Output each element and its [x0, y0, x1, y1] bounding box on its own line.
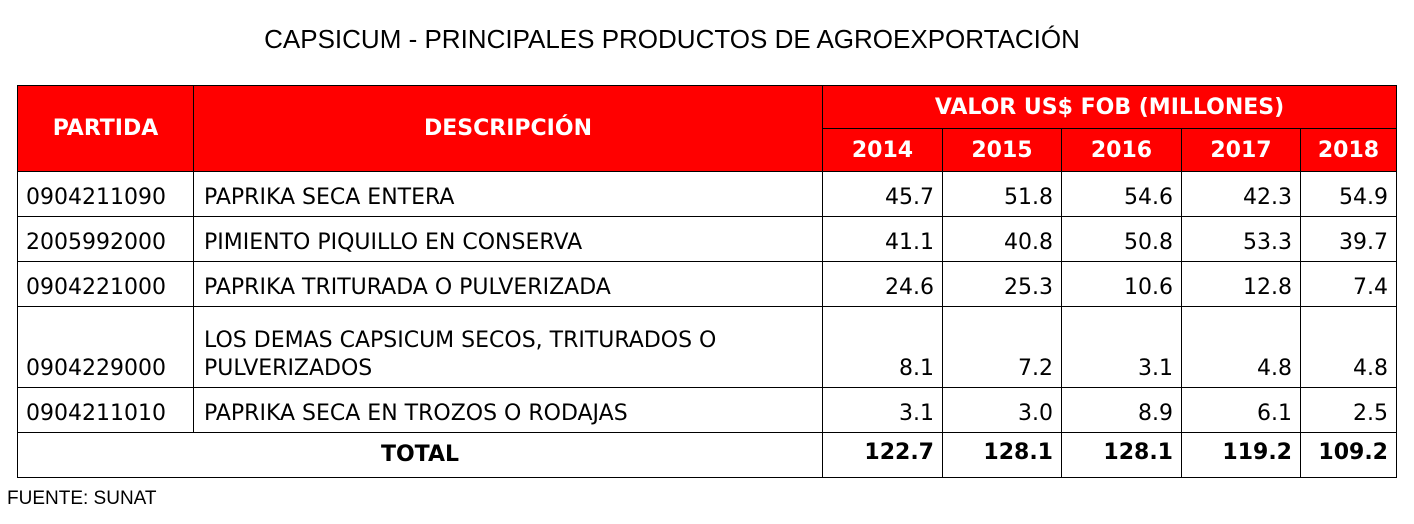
value-cell: 54.9	[1300, 171, 1397, 217]
value-cell: 8.9	[1061, 387, 1182, 433]
value-cell: 50.8	[1061, 216, 1182, 262]
exports-table: PARTIDA DESCRIPCIÓN VALOR US$ FOB (MILLO…	[17, 85, 1397, 478]
partida-cell: 2005992000	[17, 216, 194, 262]
header-year: 2016	[1061, 128, 1182, 172]
value-cell: 40.8	[942, 216, 1062, 262]
value-cell: 24.6	[822, 261, 943, 307]
partida-cell: 0904211010	[17, 387, 194, 433]
descripcion-cell: LOS DEMAS CAPSICUM SECOS, TRITURADOS O P…	[193, 306, 823, 388]
table-row: 0904221000 PAPRIKA TRITURADA O PULVERIZA…	[17, 261, 1397, 307]
value-cell: 12.8	[1181, 261, 1301, 307]
descripcion-cell: PAPRIKA SECA ENTERA	[193, 171, 823, 217]
header-year: 2017	[1181, 128, 1301, 172]
value-cell: 41.1	[822, 216, 943, 262]
source-note: FUENTE: SUNAT	[7, 488, 157, 509]
value-cell: 42.3	[1181, 171, 1301, 217]
header-year: 2015	[942, 128, 1062, 172]
total-cell: 128.1	[1061, 432, 1182, 478]
value-cell: 25.3	[942, 261, 1062, 307]
partida-cell: 0904229000	[17, 306, 194, 388]
total-cell: 128.1	[942, 432, 1062, 478]
total-label: TOTAL	[17, 432, 823, 478]
descripcion-cell: PIMIENTO PIQUILLO EN CONSERVA	[193, 216, 823, 262]
table-row: 2005992000 PIMIENTO PIQUILLO EN CONSERVA…	[17, 216, 1397, 262]
header-valor: VALOR US$ FOB (MILLONES)	[822, 85, 1397, 129]
value-cell: 10.6	[1061, 261, 1182, 307]
value-cell: 3.1	[1061, 306, 1182, 388]
value-cell: 4.8	[1300, 306, 1397, 388]
total-cell: 109.2	[1300, 432, 1397, 478]
value-cell: 7.4	[1300, 261, 1397, 307]
value-cell: 3.1	[822, 387, 943, 433]
partida-cell: 0904221000	[17, 261, 194, 307]
value-cell: 8.1	[822, 306, 943, 388]
partida-cell: 0904211090	[17, 171, 194, 217]
descripcion-cell: PAPRIKA TRITURADA O PULVERIZADA	[193, 261, 823, 307]
table-row: 0904211010 PAPRIKA SECA EN TROZOS O RODA…	[17, 387, 1397, 433]
value-cell: 2.5	[1300, 387, 1397, 433]
value-cell: 3.0	[942, 387, 1062, 433]
header-partida: PARTIDA	[17, 85, 194, 172]
value-cell: 7.2	[942, 306, 1062, 388]
total-row: TOTAL 122.7 128.1 128.1 119.2 109.2	[17, 432, 1397, 478]
value-cell: 45.7	[822, 171, 943, 217]
table-row: 0904229000 LOS DEMAS CAPSICUM SECOS, TRI…	[17, 306, 1397, 388]
descripcion-cell: PAPRIKA SECA EN TROZOS O RODAJAS	[193, 387, 823, 433]
value-cell: 51.8	[942, 171, 1062, 217]
header-year: 2014	[822, 128, 943, 172]
table-row: 0904211090 PAPRIKA SECA ENTERA 45.7 51.8…	[17, 171, 1397, 217]
value-cell: 54.6	[1061, 171, 1182, 217]
value-cell: 39.7	[1300, 216, 1397, 262]
value-cell: 53.3	[1181, 216, 1301, 262]
value-cell: 4.8	[1181, 306, 1301, 388]
value-cell: 6.1	[1181, 387, 1301, 433]
total-cell: 119.2	[1181, 432, 1301, 478]
header-year: 2018	[1300, 128, 1397, 172]
total-cell: 122.7	[822, 432, 943, 478]
page-title: CAPSICUM - PRINCIPALES PRODUCTOS DE AGRO…	[264, 24, 1080, 54]
header-descripcion: DESCRIPCIÓN	[193, 85, 823, 172]
